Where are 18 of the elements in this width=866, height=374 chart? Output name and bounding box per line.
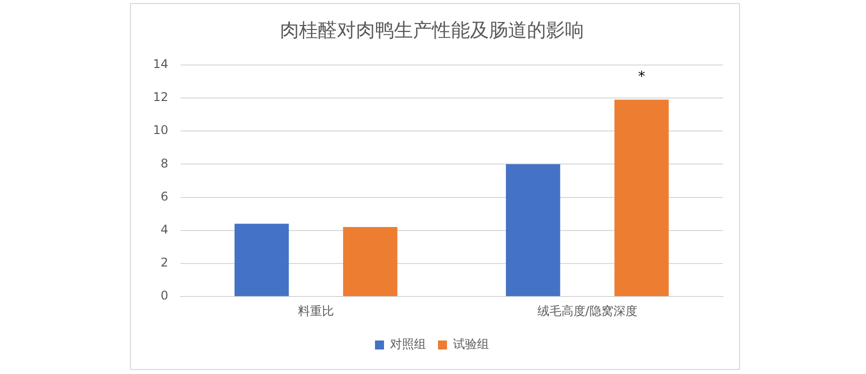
bar [614,100,669,296]
y-tick-label: 10 [152,123,168,138]
x-tick-label: 绒毛高度/隐窝深度 [537,304,638,318]
y-tick-label: 4 [160,222,168,236]
y-tick-label: 6 [160,189,168,204]
annotation: * [638,69,646,86]
y-tick-label: 14 [152,56,168,71]
legend-label: 试验组 [453,337,489,352]
chart-title: 肉桂醛对肉鸭生产性能及肠道的影响 [280,19,584,42]
y-tick-label: 8 [160,156,168,170]
bar [234,224,289,296]
y-tick-label: 0 [160,288,168,303]
x-tick-label: 料重比 [298,304,334,318]
y-tick-label: 2 [160,256,168,270]
y-tick-label: 12 [152,90,168,104]
bar [506,164,560,296]
legend-label: 对照组 [390,337,426,352]
bar [343,227,398,296]
